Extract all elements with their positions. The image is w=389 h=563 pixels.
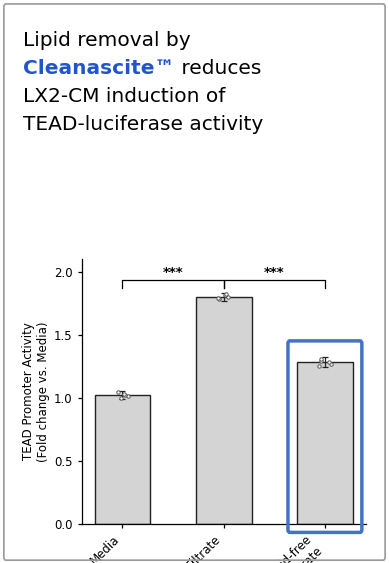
Point [121,389,127,398]
Text: TEAD-luciferase activity: TEAD-luciferase activity [23,115,264,135]
Text: Lipid removal by: Lipid removal by [23,31,191,50]
Point [318,356,324,365]
Point [223,289,229,298]
Text: LX2-CM induction of: LX2-CM induction of [23,87,226,106]
Bar [297,363,353,524]
Point [316,361,322,370]
Point [215,293,221,302]
Text: ***: *** [264,266,285,279]
Y-axis label: TEAD Promoter Activity
(Fold change vs. Media): TEAD Promoter Activity (Fold change vs. … [22,321,50,462]
Text: reduces: reduces [175,59,261,78]
Point [225,292,231,301]
Point [115,388,121,397]
Point [318,354,324,363]
Point [122,391,128,400]
Point [328,360,334,369]
Text: ***: *** [163,266,183,279]
Bar [196,297,252,524]
Point [326,358,332,367]
Point [216,295,223,304]
Bar [95,395,150,524]
Text: Cleanascite™: Cleanascite™ [23,59,175,78]
Point [125,392,131,401]
Point [222,291,228,300]
Point [118,393,124,402]
